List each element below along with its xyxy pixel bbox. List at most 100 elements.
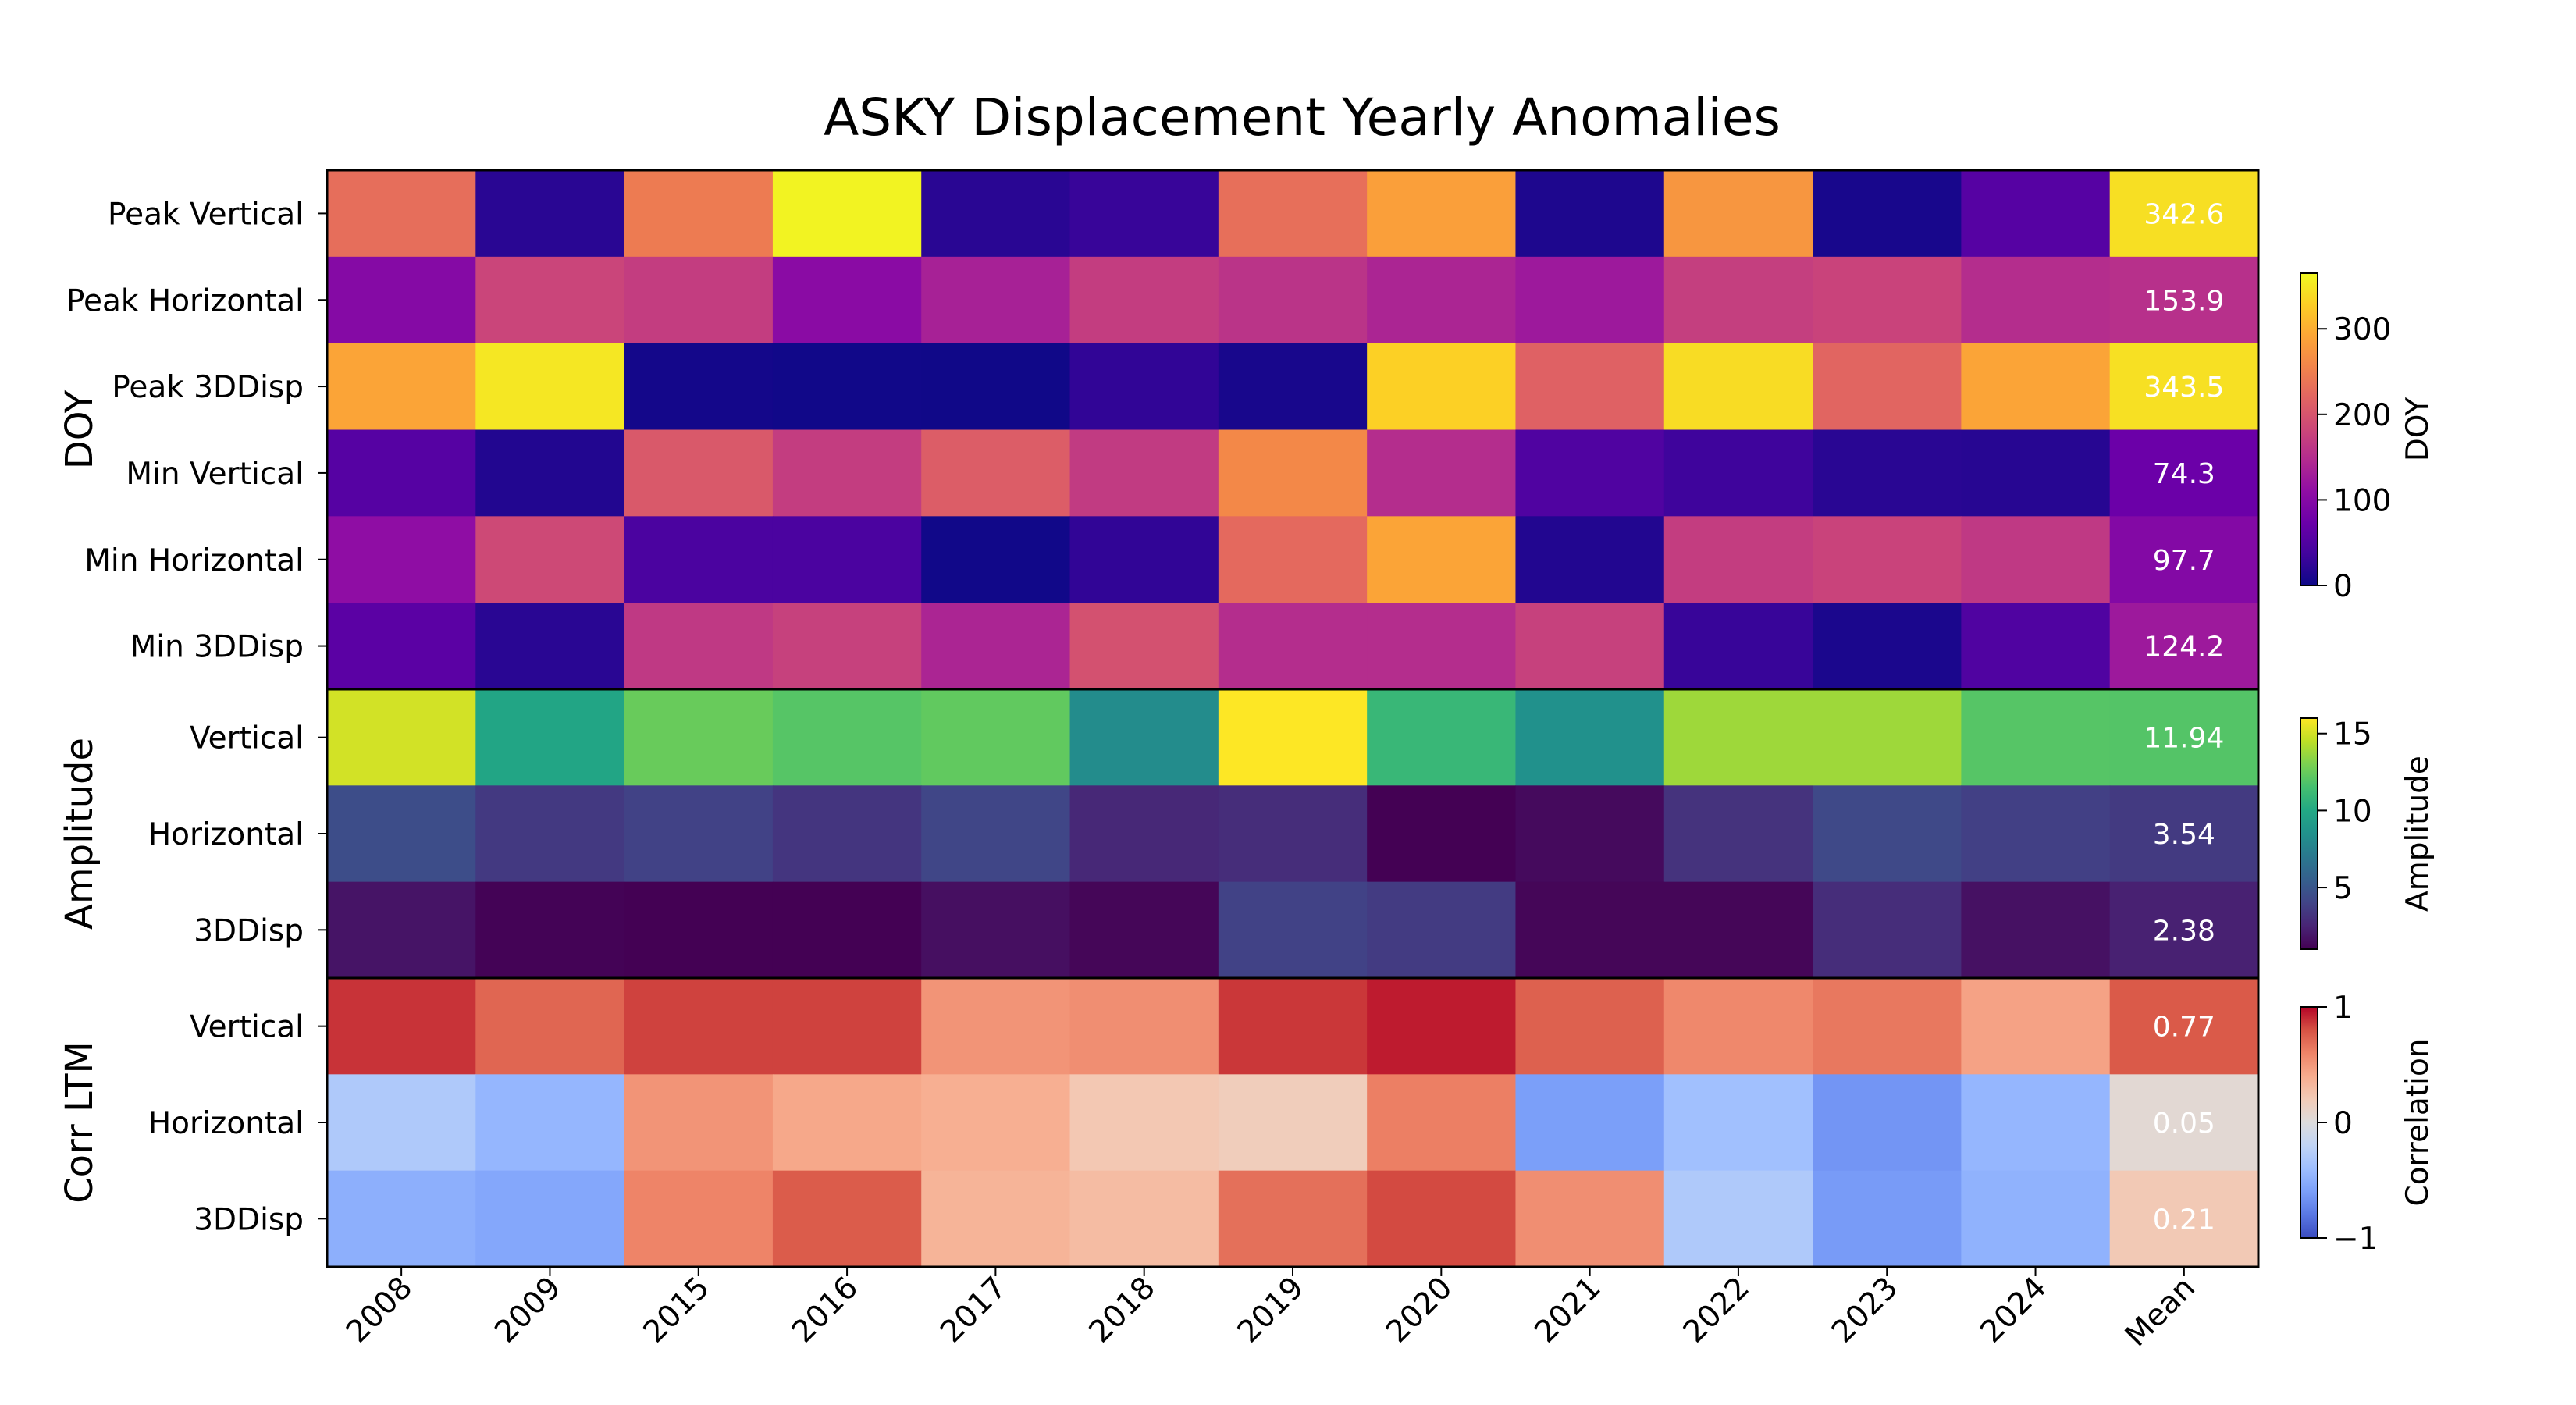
mean-value-label: 74.3 (2153, 458, 2215, 490)
heatmap-cell (2109, 1074, 2259, 1172)
colorbar-tick-label: −1 (2333, 1222, 2379, 1257)
column-label: 2021 (1528, 1270, 1608, 1350)
heatmap-cell (1663, 429, 1813, 517)
heatmap-cell (1069, 343, 1219, 431)
heatmap-cell (921, 785, 1071, 883)
column-label: 2018 (1083, 1270, 1162, 1350)
heatmap-cell (327, 1074, 476, 1172)
heatmap-cell (921, 429, 1071, 517)
heatmap-cell (1218, 256, 1368, 344)
heatmap-cell (772, 785, 922, 883)
heatmap-cell (1813, 881, 1962, 979)
heatmap-cell (2109, 429, 2259, 517)
heatmap-cell (921, 343, 1071, 431)
group-label: DOY (58, 389, 101, 469)
heatmap-cell (327, 343, 476, 431)
heatmap-cell (327, 785, 476, 883)
heatmap-cell (1663, 785, 1813, 883)
heatmap-cell (327, 603, 476, 690)
colorbar (2300, 717, 2318, 950)
heatmap-cell (1515, 1074, 1665, 1172)
column-label: 2020 (1379, 1270, 1459, 1350)
colorbar-tick-label: 15 (2333, 717, 2372, 752)
heatmap-cell (921, 978, 1071, 1075)
heatmap-cell (475, 785, 625, 883)
heatmap-cell (475, 1074, 625, 1172)
heatmap-cell (1367, 689, 1517, 786)
heatmap-cell (1663, 256, 1813, 344)
heatmap-cell (921, 689, 1071, 786)
row-label: 3DDisp (194, 1202, 304, 1237)
heatmap-cell (1515, 689, 1665, 786)
heatmap-cell (1961, 881, 2111, 979)
heatmap-cell (921, 170, 1071, 258)
colorbar-tick-label: 0 (2333, 569, 2353, 604)
heatmap-cell (624, 429, 774, 517)
mean-annotations: 342.6 153.9 343.5 74.3 97.7 124.2 11.94 3.54 2.3… (2144, 198, 2224, 1236)
heatmap-cell (1813, 978, 1962, 1075)
heatmap-cell (921, 1170, 1071, 1268)
colorbars: 0 100 200 300 DOY 5 10 15 Amplitude −1 0 1 Correlati… (2300, 272, 2435, 1257)
heatmap-cell (1961, 516, 2111, 603)
heatmap-cell (624, 603, 774, 690)
heatmap-cell (1367, 1074, 1517, 1172)
heatmap-cell (475, 256, 625, 344)
row-label: Horizontal (148, 1106, 304, 1141)
heatmap-cell (624, 785, 774, 883)
mean-value-label: 124.2 (2144, 631, 2224, 663)
heatmap-cell (1961, 785, 2111, 883)
column-label: 2024 (1974, 1270, 2054, 1350)
mean-value-label: 11.94 (2144, 723, 2224, 755)
heatmap-cell (624, 1074, 774, 1172)
heatmap-cell (1663, 516, 1813, 603)
heatmap-cell (1069, 429, 1219, 517)
heatmap-cell (1367, 429, 1517, 517)
heatmap-cell (921, 603, 1071, 690)
heatmap-cell (327, 881, 476, 979)
heatmap-cell (772, 256, 922, 344)
chart-title: ASKY Displacement Yearly Anomalies (824, 87, 1781, 148)
heatmap-cell (2109, 1170, 2259, 1268)
group-label: Corr LTM (58, 1041, 101, 1204)
heatmap-cell (921, 256, 1071, 344)
heatmap-cell (1961, 603, 2111, 690)
heatmap-cell (1515, 343, 1665, 431)
heatmap-cell (1218, 978, 1368, 1075)
row-label: Horizontal (148, 817, 304, 852)
heatmap-cell (624, 516, 774, 603)
heatmap-cell (1663, 689, 1813, 786)
heatmap-cell (624, 256, 774, 344)
column-label: 2008 (340, 1270, 419, 1350)
heatmap-cell (1961, 1074, 2111, 1172)
heatmap-cell (1367, 256, 1517, 344)
heatmap-cell (1069, 1074, 1219, 1172)
heatmap-cell (1069, 516, 1219, 603)
heatmap-cell (1218, 343, 1368, 431)
heatmap-cell (1218, 881, 1368, 979)
heatmap-cell (2109, 343, 2259, 431)
heatmap-cell (772, 1170, 922, 1268)
heatmap-cell (772, 603, 922, 690)
heatmap-cell (1813, 256, 1962, 344)
colorbar-tick-label: 200 (2333, 398, 2391, 433)
heatmap-cell (475, 603, 625, 690)
heatmap-cell (1961, 689, 2111, 786)
row-label: Vertical (190, 721, 304, 756)
heatmap-cell (1515, 170, 1665, 258)
heatmap-cell (1961, 343, 2111, 431)
group-label: Amplitude (58, 738, 101, 930)
heatmap-cell (1813, 1170, 1962, 1268)
heatmap-cell (475, 170, 625, 258)
heatmap-cell (772, 978, 922, 1075)
colorbar-tick-label: 100 (2333, 483, 2391, 518)
column-label: 2017 (934, 1270, 1013, 1350)
heatmap-cell (1069, 256, 1219, 344)
heatmap-cell (1515, 429, 1665, 517)
heatmap-cell (1813, 785, 1962, 883)
mean-value-label: 342.6 (2144, 198, 2224, 230)
row-label: 3DDisp (194, 913, 304, 948)
heatmap-cell (327, 689, 476, 786)
heatmap-cell (475, 978, 625, 1075)
colorbar (2300, 272, 2318, 586)
heatmap-cell (1663, 603, 1813, 690)
